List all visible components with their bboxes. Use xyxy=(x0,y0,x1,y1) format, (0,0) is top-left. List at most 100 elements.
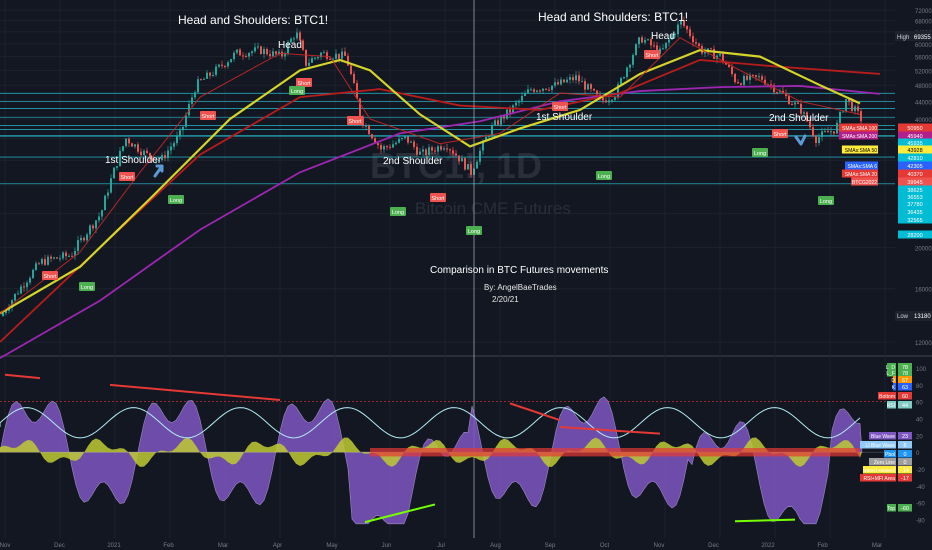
candle xyxy=(539,90,541,92)
price-tick: 60000 xyxy=(915,43,932,49)
candle xyxy=(683,20,685,26)
candle xyxy=(218,64,220,67)
osc-badge xyxy=(898,474,912,482)
level-badge xyxy=(898,230,932,239)
candle xyxy=(149,152,151,158)
candle xyxy=(731,66,733,75)
osc-badge-name: L_D xyxy=(886,365,896,371)
candle xyxy=(749,74,751,80)
candle xyxy=(665,42,667,49)
candle xyxy=(92,225,94,229)
candle xyxy=(620,78,622,85)
candle xyxy=(794,102,796,105)
candle xyxy=(257,46,259,48)
price-tick: 20000 xyxy=(915,246,932,252)
osc-badge-value: 8 xyxy=(903,443,906,449)
candle xyxy=(242,55,244,57)
comparison-text: Comparison in BTC Futures movements xyxy=(430,265,609,276)
osc-badge xyxy=(898,441,912,449)
candle xyxy=(605,100,607,103)
candle xyxy=(305,49,307,66)
candle xyxy=(803,112,805,114)
arrow-icon xyxy=(794,134,807,146)
candle xyxy=(131,143,133,147)
candle xyxy=(191,97,193,104)
candle xyxy=(77,240,79,251)
candle xyxy=(29,278,31,283)
candle xyxy=(851,101,853,112)
time-tick: 2021 xyxy=(107,543,121,549)
signal-text: Long xyxy=(820,199,832,205)
price-tick: 52000 xyxy=(915,69,932,75)
signal-badge-long xyxy=(818,196,834,205)
time-tick: Nov xyxy=(654,543,665,549)
candle xyxy=(533,89,535,92)
divergence-green xyxy=(364,503,796,524)
level-name-bg xyxy=(838,123,878,132)
candle xyxy=(23,286,25,288)
signal-badge-long xyxy=(168,195,184,204)
sma-100 xyxy=(0,59,881,343)
osc-tick: 20 xyxy=(916,434,923,440)
osc-badge-name-bg xyxy=(887,363,896,371)
watermark-subtitle: Bitcoin CME Futures xyxy=(415,199,571,218)
candle xyxy=(518,100,520,103)
osc-badge-value: 0 xyxy=(903,452,906,458)
candle xyxy=(632,55,634,65)
level-value: 36553 xyxy=(907,195,922,201)
osc-badge-name: Zero Line xyxy=(874,460,895,466)
candle xyxy=(497,120,499,125)
signal-text: Long xyxy=(598,174,610,180)
osc-badge-value: 0 xyxy=(903,460,906,466)
candle xyxy=(641,37,643,43)
signal-text: Short xyxy=(201,114,215,120)
candle xyxy=(719,53,721,56)
candle xyxy=(458,155,460,162)
signal-badge-long xyxy=(596,171,612,180)
candle xyxy=(407,136,409,143)
candle xyxy=(215,66,217,76)
candle xyxy=(563,79,565,83)
candle xyxy=(80,237,82,241)
osc-badge-value: 63 xyxy=(902,385,908,391)
time-tick: Jun xyxy=(382,543,392,549)
candle xyxy=(197,79,199,93)
osc-badge-name: Top xyxy=(887,506,895,512)
price-tick: 16000 xyxy=(915,288,932,294)
candle xyxy=(95,220,97,229)
osc-badge xyxy=(898,466,912,474)
osc-badge-name-bg xyxy=(893,376,896,384)
candle xyxy=(212,75,214,77)
osc-tick: 40 xyxy=(916,418,923,424)
candle xyxy=(575,75,577,81)
osc-badge-value: 78 xyxy=(902,371,908,377)
candle xyxy=(155,160,157,162)
osc-badge-name: Pbol xyxy=(885,452,895,458)
osc-badge xyxy=(898,383,912,391)
level-value: 38625 xyxy=(907,188,922,194)
candle xyxy=(260,46,262,55)
candle xyxy=(521,95,523,101)
candle xyxy=(290,38,292,43)
candle xyxy=(2,313,4,317)
candle xyxy=(206,72,208,79)
hi-lo-badges: High 69355 Low 13180 xyxy=(895,31,932,321)
candle xyxy=(20,286,22,294)
level-name: BTCG2022 xyxy=(852,180,877,186)
osc-badge-value: 23 xyxy=(902,434,908,440)
candle xyxy=(413,141,415,147)
signal-badge-short xyxy=(772,129,788,138)
level-name: SMAs:SMA 50 xyxy=(845,148,877,154)
candle xyxy=(143,150,145,156)
candle xyxy=(671,34,673,40)
candle xyxy=(26,282,28,288)
osc-badge-name-bg xyxy=(884,450,896,458)
low-badge xyxy=(895,311,932,321)
candle xyxy=(326,52,328,59)
time-tick: Apr xyxy=(273,543,282,549)
candle xyxy=(236,49,238,53)
candle xyxy=(527,89,529,94)
osc-badge-name-bg xyxy=(860,441,896,449)
candle xyxy=(635,44,637,56)
signal-badge-short xyxy=(644,50,660,59)
